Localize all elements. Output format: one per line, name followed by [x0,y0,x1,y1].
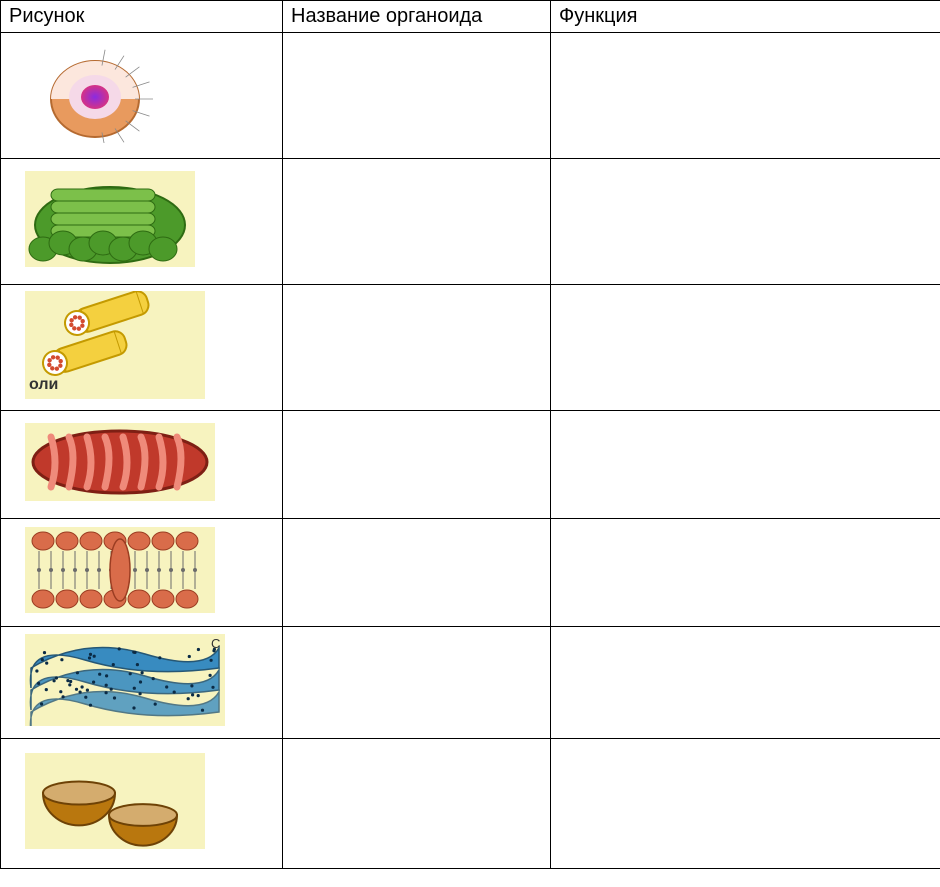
image-cell [1,159,283,285]
organelle-table: Рисунок Название органоида Функция оли [0,0,940,869]
function-cell [551,739,940,869]
header-row: Рисунок Название органоида Функция [1,1,940,33]
name-cell [283,627,551,739]
name-cell [283,285,551,411]
name-cell [283,411,551,519]
image-cell [1,33,283,159]
function-cell [551,411,940,519]
function-cell [551,33,940,159]
svg-text:C: C [211,636,220,651]
function-cell [551,627,940,739]
function-cell [551,159,940,285]
table-row [1,411,940,519]
svg-text:оли: оли [29,376,58,393]
col-header-name: Название органоида [283,1,551,33]
name-cell [283,33,551,159]
col-header-function: Функция [551,1,940,33]
name-cell [283,519,551,627]
mitochondrion-icon [25,423,215,501]
image-cell [1,411,283,519]
er-icon: C [25,634,225,726]
function-cell [551,285,940,411]
function-cell [551,519,940,627]
nucleus-icon [25,43,165,143]
image-cell [1,519,283,627]
name-cell [283,739,551,869]
image-cell [1,739,283,869]
lysosomes-icon [25,753,205,849]
centrioles-icon: оли [25,291,205,399]
col-header-image: Рисунок [1,1,283,33]
image-cell: C [1,627,283,739]
image-cell: оли [1,285,283,411]
table-row [1,159,940,285]
table-row [1,33,940,159]
table-row [1,519,940,627]
table-row: оли [1,285,940,411]
name-cell [283,159,551,285]
table-row: C [1,627,940,739]
chloroplast-icon [25,171,195,267]
golgi-icon [25,527,215,613]
table-row [1,739,940,869]
